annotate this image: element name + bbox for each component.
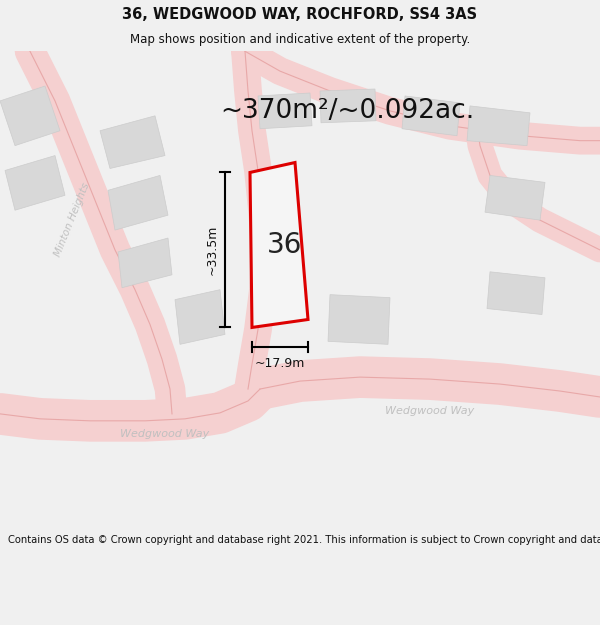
Text: ~17.9m: ~17.9m — [255, 357, 305, 370]
Polygon shape — [250, 162, 308, 328]
Text: Map shows position and indicative extent of the property.: Map shows position and indicative extent… — [130, 34, 470, 46]
Polygon shape — [402, 96, 460, 136]
Polygon shape — [328, 294, 390, 344]
Polygon shape — [485, 176, 545, 220]
Polygon shape — [100, 116, 165, 169]
Polygon shape — [175, 290, 225, 344]
Text: Wedgwood Way: Wedgwood Way — [121, 429, 209, 439]
Polygon shape — [118, 238, 172, 288]
Text: Minton Heights: Minton Heights — [53, 182, 91, 259]
Text: ~33.5m: ~33.5m — [206, 225, 219, 275]
Text: Wedgwood Way: Wedgwood Way — [385, 406, 475, 416]
Polygon shape — [320, 89, 376, 122]
Polygon shape — [258, 93, 312, 129]
Polygon shape — [5, 156, 65, 210]
Polygon shape — [467, 106, 530, 146]
Polygon shape — [0, 86, 60, 146]
Polygon shape — [487, 272, 545, 314]
Text: 36, WEDGWOOD WAY, ROCHFORD, SS4 3AS: 36, WEDGWOOD WAY, ROCHFORD, SS4 3AS — [122, 7, 478, 22]
Text: Contains OS data © Crown copyright and database right 2021. This information is : Contains OS data © Crown copyright and d… — [8, 535, 600, 545]
Text: 36: 36 — [266, 231, 302, 259]
Polygon shape — [108, 176, 168, 230]
Text: ~370m²/~0.092ac.: ~370m²/~0.092ac. — [220, 98, 474, 124]
